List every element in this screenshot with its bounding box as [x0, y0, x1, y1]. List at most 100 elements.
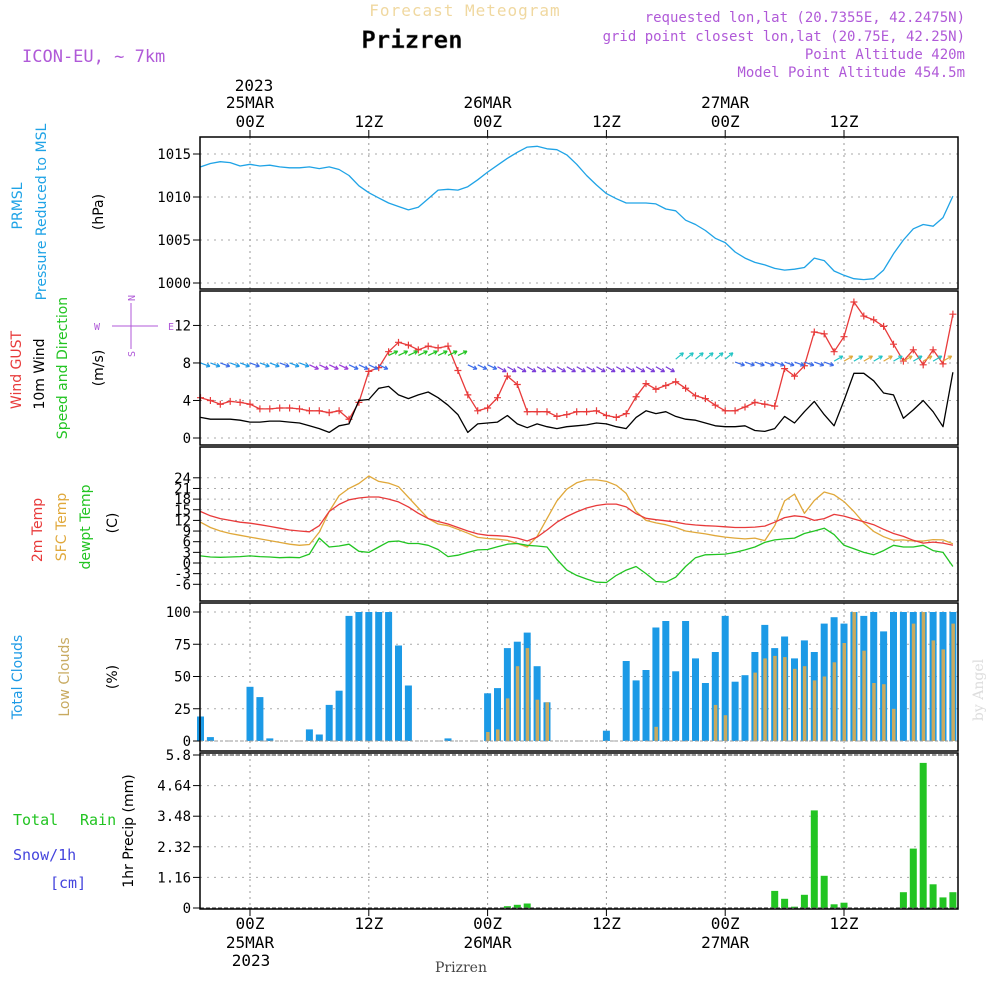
gust-marker: [880, 322, 888, 330]
wind-direction-arrow: [942, 355, 952, 362]
wind-direction-arrow: [774, 361, 785, 367]
wind-direction-arrowhead: [630, 367, 636, 373]
total-cloud-bar: [325, 704, 333, 741]
ytick-3-1: 25: [174, 702, 191, 718]
low-cloud-bar: [862, 650, 866, 741]
wind-direction-arrowhead: [718, 352, 724, 357]
ytick-1-1: 4: [183, 393, 191, 409]
gust-marker: [919, 361, 927, 369]
gust-marker: [632, 393, 640, 401]
wind-direction-arrow: [516, 366, 527, 373]
data-layer: [197, 145, 958, 909]
low-cloud-bar: [842, 643, 846, 741]
low-cloud-bar: [852, 612, 856, 741]
faded-title: Forecast Meteogram: [369, 1, 560, 20]
ytick-2-1: -3: [174, 567, 191, 583]
wind-direction-arrow: [200, 362, 211, 367]
wind-direction-arrow: [437, 350, 448, 356]
wind-direction-arrowhead: [571, 367, 576, 373]
total-cloud-bar: [206, 737, 214, 741]
top-year-label: 2023: [235, 76, 274, 95]
gust-marker: [612, 413, 620, 421]
wind-direction-arrow: [754, 361, 765, 367]
wind-direction-arrow: [368, 364, 379, 370]
wind-direction-arrow: [408, 350, 418, 356]
model-altitude: Model Point Altitude 454.5m: [737, 65, 965, 81]
wind-direction-arrowhead: [679, 352, 684, 357]
low-cloud-bar: [545, 702, 549, 741]
wind-direction-arrow: [883, 355, 893, 362]
wind-direction-arrowhead: [472, 365, 478, 370]
rain-bar: [810, 810, 818, 908]
top-time-label-1-0: 12Z: [354, 112, 383, 131]
temp-ylabel: (C): [105, 513, 121, 534]
total-cloud-bar: [315, 734, 323, 741]
wind-direction-arrowhead: [324, 365, 329, 370]
wind-direction-arrowhead: [819, 362, 825, 367]
wind-direction-arrow: [487, 364, 497, 370]
wind-direction-arrowhead: [363, 365, 369, 370]
rain-bar: [949, 892, 957, 908]
gust-marker: [266, 405, 274, 413]
top-time-label-2-1: 00Z: [473, 112, 502, 131]
wind-direction-arrowhead: [215, 362, 221, 368]
rain-bar: [919, 762, 927, 908]
wind-direction-arrow: [210, 362, 221, 367]
ytick-0-1: 1005: [157, 233, 191, 249]
ytick-0-3: 1015: [157, 147, 191, 163]
gust-marker: [276, 404, 284, 412]
gust-marker: [533, 408, 541, 416]
gust-marker: [672, 378, 680, 386]
rain-bar: [503, 906, 511, 908]
gust-marker: [296, 405, 303, 413]
wind-direction-arrow: [932, 355, 943, 362]
wind-direction-arrowhead: [334, 365, 339, 370]
wind-direction-arrow: [249, 362, 260, 367]
wind-direction-arrow: [804, 361, 815, 367]
gust-marker: [434, 344, 442, 352]
gust-marker: [593, 407, 600, 415]
bottom-time-label-1-0: 12Z: [354, 914, 383, 933]
ytick-2-6: 12: [174, 513, 191, 529]
total-cloud-bar: [305, 729, 313, 741]
wind-direction-arrowhead: [294, 362, 300, 368]
bottom-time-label-0-1: 25MAR: [226, 933, 275, 952]
wind-direction-arrowhead: [512, 367, 517, 373]
wind-direction-arrow: [447, 350, 458, 356]
gust-marker: [692, 392, 699, 400]
wind-direction-arrow: [328, 364, 339, 370]
pressure-ylabel: (hPa): [91, 194, 107, 230]
total-cloud-bar: [672, 671, 680, 741]
wind-direction-arrow: [497, 366, 507, 373]
total-cloud-bar: [731, 681, 739, 741]
total-cloud-bar: [246, 686, 254, 741]
ytick-1-3: 12: [174, 318, 191, 334]
gust-marker: [830, 348, 838, 356]
ytick-2-9: 21: [174, 481, 191, 497]
ytick-0-2: 1010: [157, 190, 191, 206]
wind-direction-arrowhead: [453, 350, 458, 355]
total-cloud-bar: [682, 621, 690, 741]
wind-direction-arrow: [526, 366, 537, 373]
temp-label-2m: 2m Temp: [30, 498, 46, 562]
low-cloud-bar: [753, 672, 757, 741]
wind-direction-arrowhead: [245, 362, 250, 368]
total-cloud-bar: [266, 738, 274, 741]
wind-direction-arrowhead: [868, 355, 873, 360]
gust-marker: [791, 372, 798, 380]
sfc-temp-line: [200, 475, 954, 548]
gust-marker: [256, 405, 264, 413]
low-cloud-bar: [654, 726, 658, 741]
compass-rose: W E N S: [94, 295, 174, 357]
wind-direction-arrowhead: [660, 367, 666, 373]
pressure-label-msl: Pressure Reduced to MSL: [34, 123, 50, 300]
wind-direction-arrowhead: [383, 365, 389, 370]
gust-marker: [840, 333, 848, 341]
wind-direction-arrow: [596, 366, 606, 373]
top-time-label-3-0: 12Z: [592, 112, 621, 131]
total-cloud-bar: [335, 690, 343, 741]
rain-bar: [523, 903, 531, 908]
gust-marker: [860, 312, 868, 320]
wind-direction-arrow: [833, 355, 844, 362]
ytick-2-7: 15: [174, 503, 191, 519]
